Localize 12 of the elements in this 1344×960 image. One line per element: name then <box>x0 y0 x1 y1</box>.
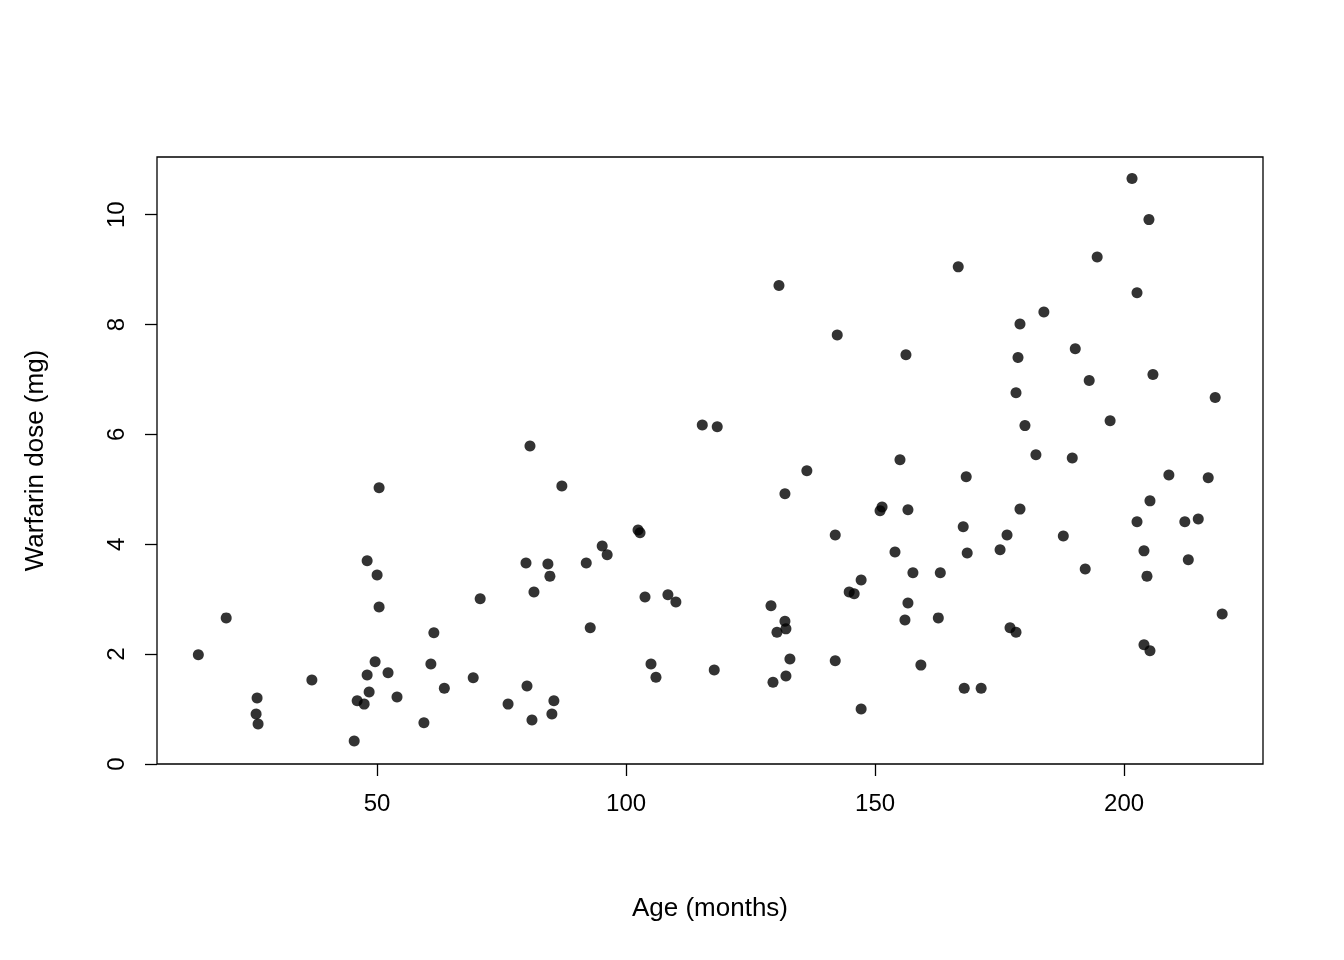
x-tick-label: 100 <box>606 788 647 816</box>
x-axis-title: Age (months) <box>631 892 789 922</box>
x-tick-label: 150 <box>855 788 896 816</box>
y-tick-label: 2 <box>101 647 129 661</box>
y-tick-label: 8 <box>101 317 129 332</box>
y-tick-label: 6 <box>101 427 129 442</box>
y-axis-title: Warfarin dose (mg) <box>19 349 49 572</box>
y-tick-label: 4 <box>101 537 129 551</box>
y-tick-label: 0 <box>101 757 129 771</box>
y-tick-label: 10 <box>101 201 129 229</box>
x-tick-label: 50 <box>363 788 391 816</box>
x-tick-label: 200 <box>1104 788 1145 816</box>
